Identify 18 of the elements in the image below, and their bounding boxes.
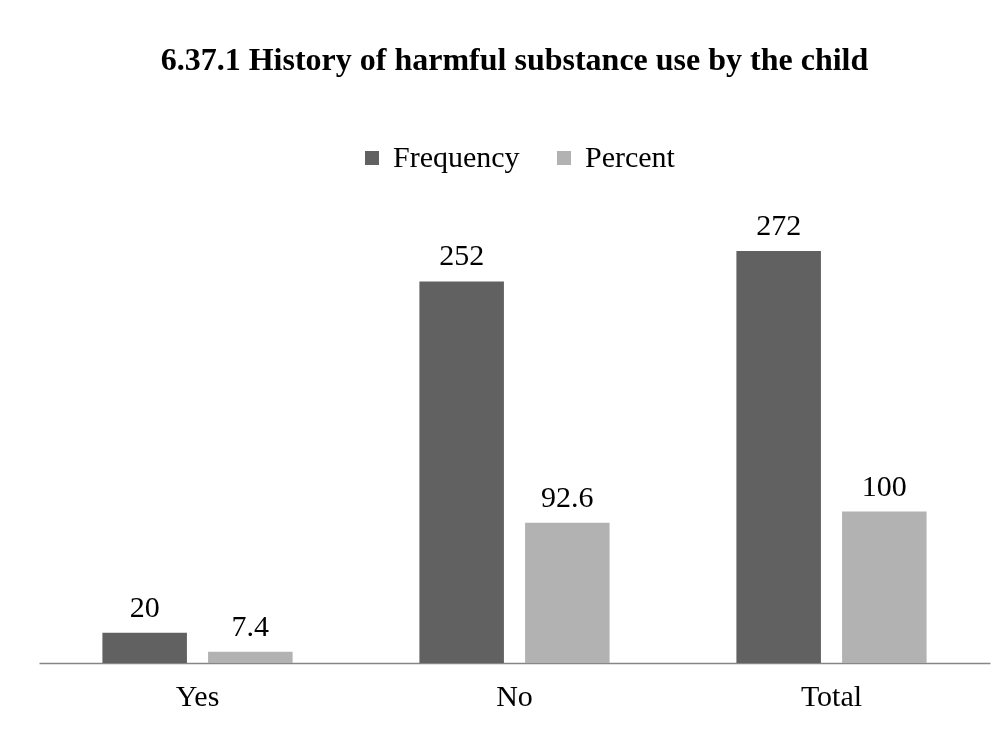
x-tick-label: Yes <box>175 678 220 712</box>
data-label: 252 <box>439 238 485 272</box>
data-label: 272 <box>756 208 802 242</box>
x-tick-label: No <box>496 678 533 712</box>
data-label: 92.6 <box>541 479 594 513</box>
x-tick-label: Total <box>800 678 863 712</box>
legend-label: Frequency <box>393 140 520 173</box>
bar <box>102 632 187 663</box>
chart-title: 6.37.1 History of harmful substance use by the child <box>160 41 869 77</box>
bar <box>736 251 821 663</box>
data-label: 20 <box>129 589 160 623</box>
bar <box>525 522 610 663</box>
bar <box>842 511 927 663</box>
bar <box>419 281 504 663</box>
data-label: 7.4 <box>231 608 270 642</box>
bar <box>208 651 293 663</box>
legend-label: Percent <box>585 140 676 173</box>
data-label: 100 <box>861 468 907 502</box>
